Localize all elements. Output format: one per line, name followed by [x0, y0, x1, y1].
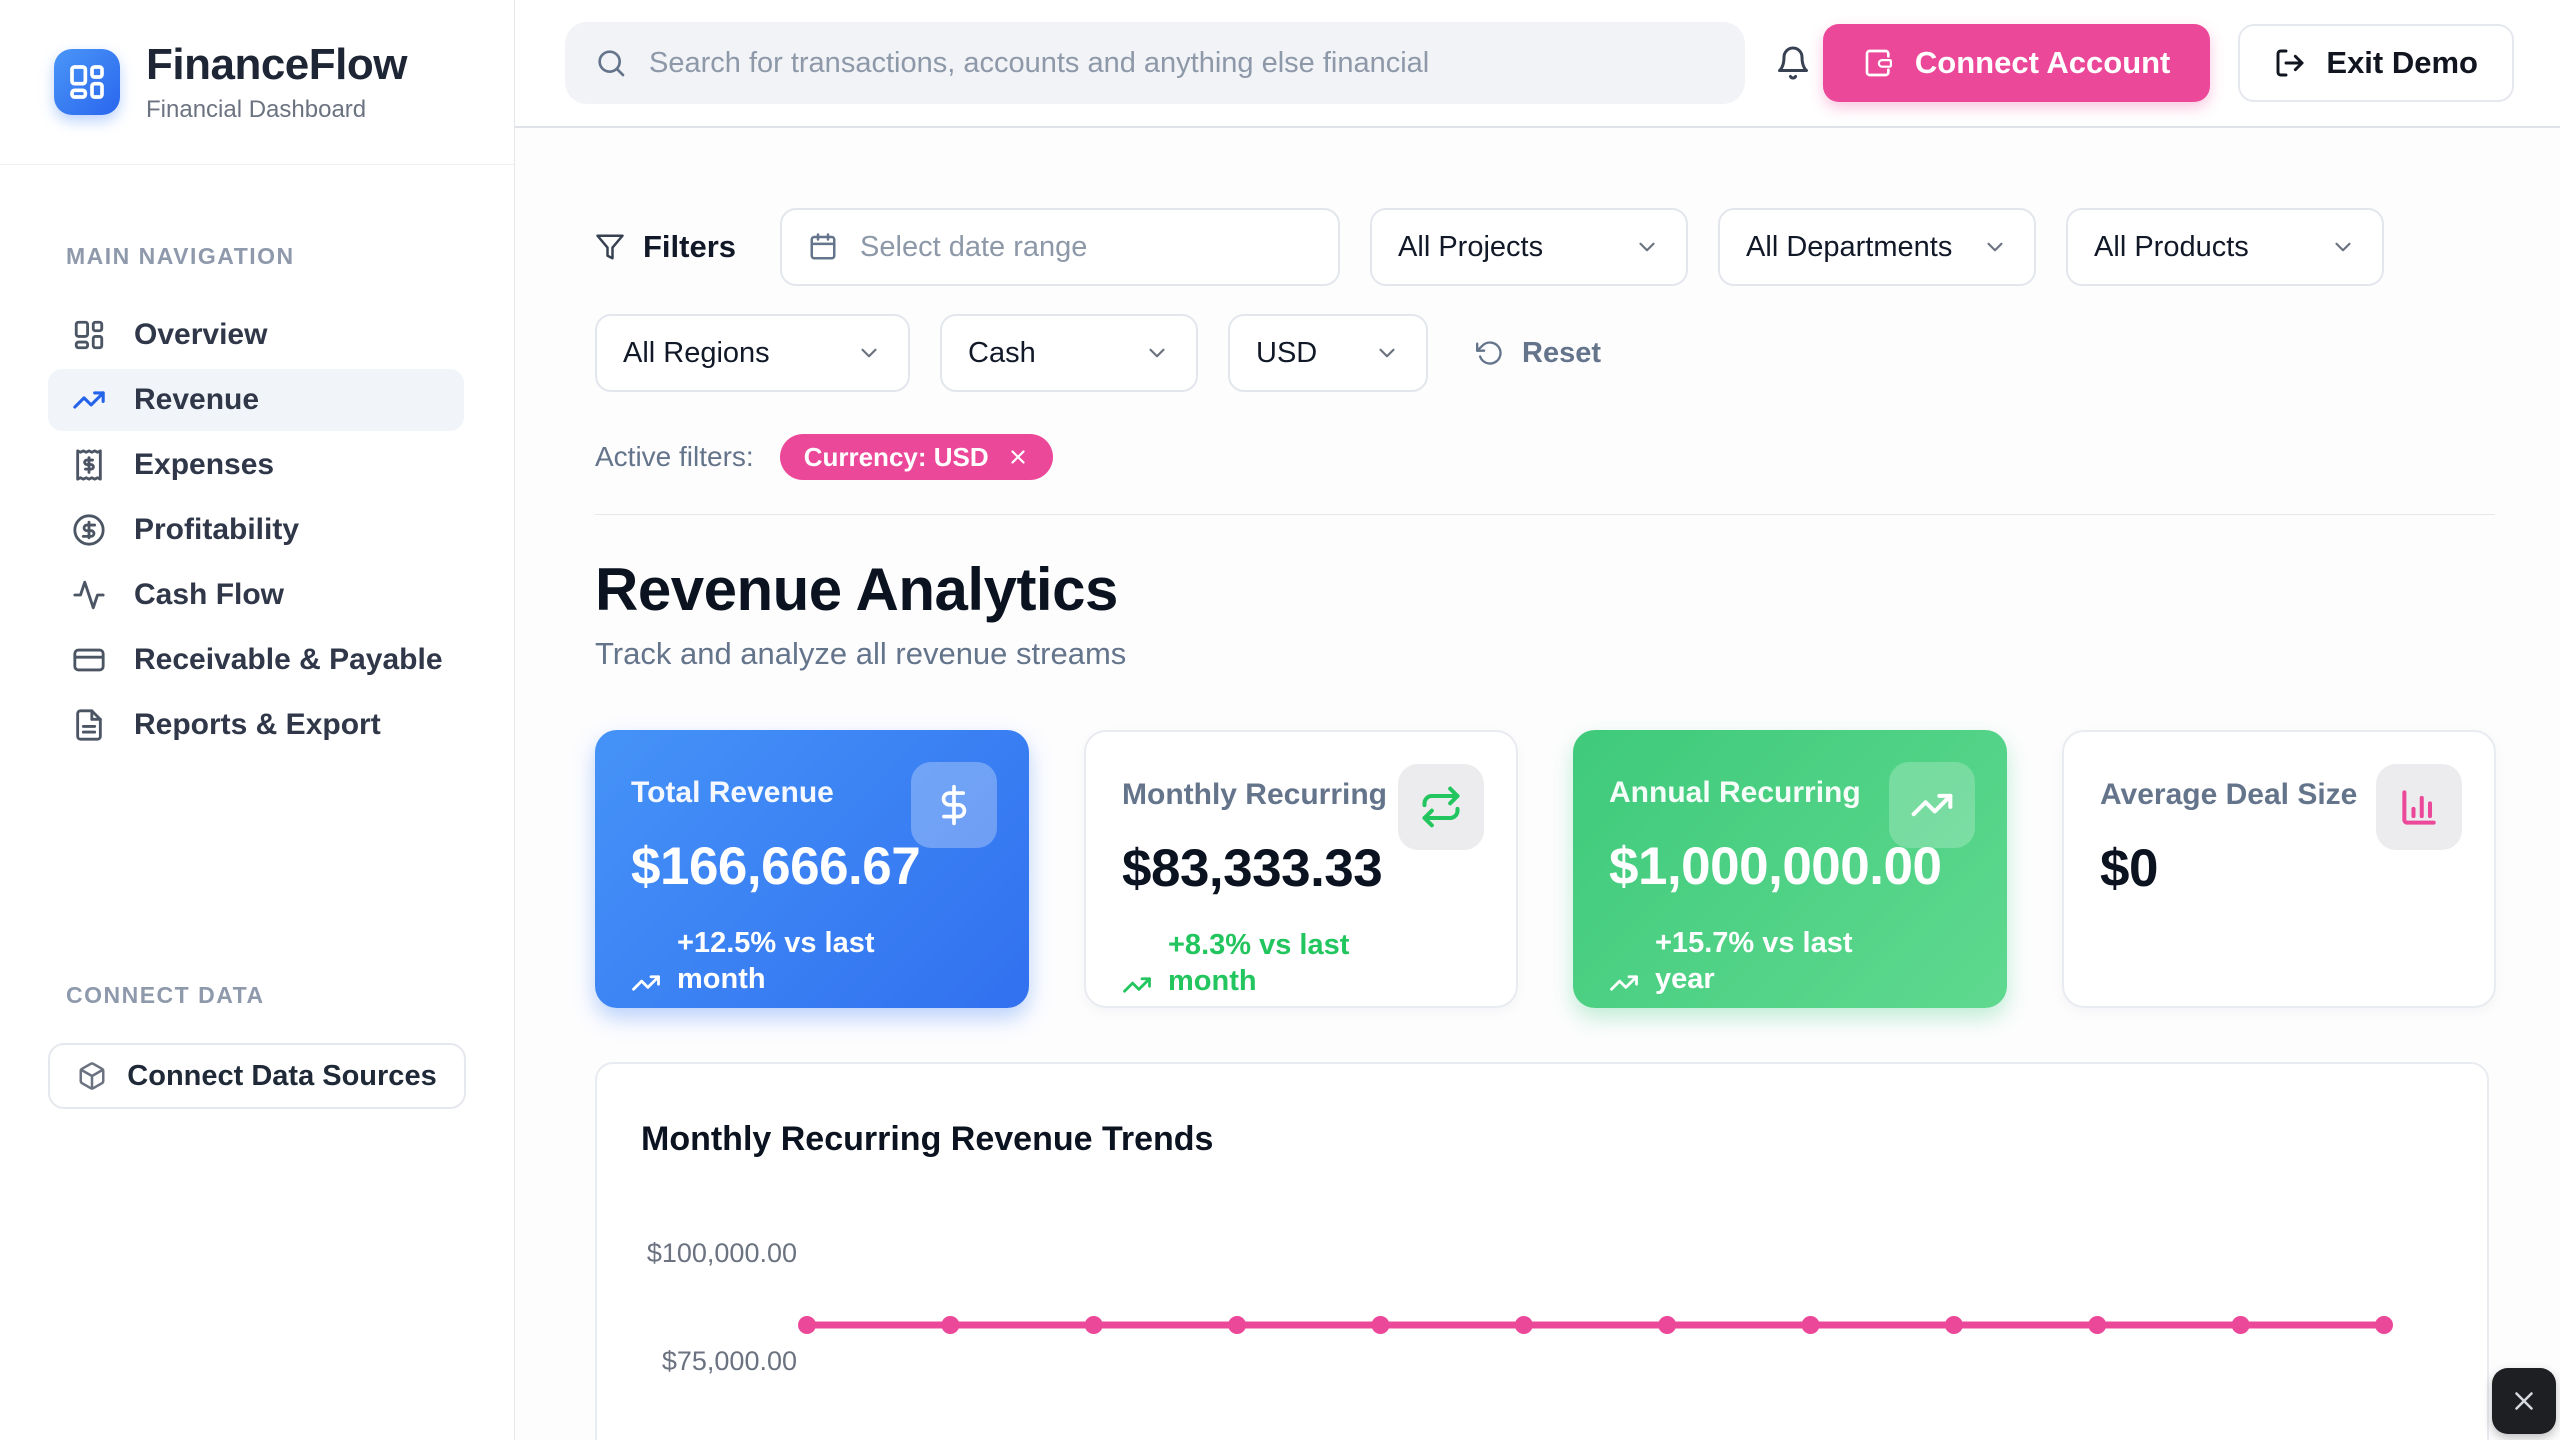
sidebar-item-cash-flow[interactable]: Cash Flow [48, 564, 464, 626]
chevron-down-icon [856, 340, 882, 366]
chevron-down-icon [2330, 234, 2356, 260]
date-range-field[interactable] [780, 208, 1341, 286]
dashboard-logo-icon [67, 62, 107, 102]
sidebar: FinanceFlow Financial Dashboard MAIN NAV… [0, 0, 515, 1440]
mrr-trends-chart-card: Monthly Recurring Revenue Trends $100,00… [595, 1062, 2489, 1440]
package-icon [77, 1061, 107, 1091]
currency-filter-chip[interactable]: Currency: USD [779, 434, 1053, 480]
credit-card-icon [72, 643, 106, 677]
sidebar-item-expenses[interactable]: Expenses [48, 434, 464, 496]
filters-label: Filters [595, 229, 736, 265]
page-title: Revenue Analytics [595, 556, 1118, 623]
date-range-input[interactable] [860, 230, 1313, 264]
nav-section-header: MAIN NAVIGATION [66, 243, 295, 269]
log-out-icon [2274, 47, 2306, 79]
sidebar-item-revenue[interactable]: Revenue [48, 369, 464, 431]
sidebar-item-receivable-payable[interactable]: Receivable & Payable [48, 629, 464, 691]
dollar-circle-icon [72, 513, 106, 547]
sidebar-item-profitability[interactable]: Profitability [48, 499, 464, 561]
wallet-icon [1863, 47, 1895, 79]
search-input[interactable] [649, 46, 1715, 80]
connect-account-button[interactable]: Connect Account [1822, 24, 2211, 102]
filter-funnel-icon [595, 232, 625, 262]
dollar-sign-icon [911, 762, 997, 848]
connect-section-header: CONNECT DATA [66, 982, 265, 1008]
trending-up-icon [72, 383, 106, 417]
section-divider [595, 514, 2495, 515]
trending-up-icon [1609, 968, 1639, 998]
file-text-icon [72, 708, 106, 742]
rotate-ccw-icon [1476, 339, 1504, 367]
kpi-card-monthly-recurring: Monthly Recurring $83,333.33 +8.3% vs la… [1084, 730, 1518, 1008]
receipt-icon [72, 448, 106, 482]
projects-select[interactable]: All Projects [1370, 208, 1689, 286]
sidebar-item-reports-export[interactable]: Reports & Export [48, 694, 464, 756]
kpi-card-average-deal-size: Average Deal Size $0 [2062, 730, 2496, 1008]
calendar-icon [808, 232, 838, 262]
topbar: Connect Account Exit Demo [515, 0, 2560, 128]
trending-up-icon [1889, 762, 1975, 848]
departments-select[interactable]: All Departments [1718, 208, 2037, 286]
connect-data-sources-button[interactable]: Connect Data Sources [48, 1043, 466, 1109]
reset-filters-button[interactable]: Reset [1476, 337, 1601, 370]
app-title: FinanceFlow [146, 40, 407, 89]
trending-up-icon [631, 968, 661, 998]
chevron-down-icon [1982, 234, 2008, 260]
svg-text:$100,000.00: $100,000.00 [647, 1238, 797, 1268]
kpi-card-total-revenue: Total Revenue $166,666.67 +12.5% vs last… [595, 730, 1029, 1008]
chevron-down-icon [1144, 340, 1170, 366]
currency-select[interactable]: USD [1228, 314, 1428, 392]
brand-header: FinanceFlow Financial Dashboard [0, 0, 514, 165]
bar-chart-icon [2376, 764, 2462, 850]
svg-text:$75,000.00: $75,000.00 [662, 1346, 797, 1376]
filter-row-2: All Regions Cash USD Reset [595, 314, 2560, 392]
connect-data-section: CONNECT DATA Connect Data Sources [0, 982, 514, 1109]
app-subtitle: Financial Dashboard [146, 96, 367, 123]
main-navigation: MAIN NAVIGATION Overview Revenue [0, 165, 514, 756]
search-icon [595, 47, 627, 79]
bell-icon [1775, 45, 1811, 81]
dashboard-icon [72, 318, 106, 352]
sidebar-item-overview[interactable]: Overview [48, 304, 464, 366]
kpi-cards-row: Total Revenue $166,666.67 +12.5% vs last… [595, 730, 2560, 1008]
page-subtitle: Track and analyze all revenue streams [595, 636, 1127, 671]
chevron-down-icon [1634, 234, 1660, 260]
close-icon [2509, 1386, 2539, 1416]
activity-icon [72, 578, 106, 612]
filter-row-1: Filters All Projects All Departments All… [595, 208, 2560, 286]
chart-title: Monthly Recurring Revenue Trends [641, 1120, 1214, 1158]
close-widget-button[interactable] [2492, 1368, 2556, 1434]
regions-select[interactable]: All Regions [595, 314, 910, 392]
repeat-icon [1398, 764, 1484, 850]
chevron-down-icon [1374, 340, 1400, 366]
main-content: Filters All Projects All Departments All… [515, 128, 2560, 1440]
mrr-line-chart: $100,000.00$75,000.00$50,000.00 [647, 1238, 2393, 1376]
notifications-button[interactable] [1775, 45, 1811, 81]
kpi-card-annual-recurring: Annual Recurring $1,000,000.00 +15.7% vs… [1573, 730, 2007, 1008]
active-filters-row: Active filters: Currency: USD [595, 434, 2560, 480]
active-filters-label: Active filters: [595, 441, 754, 472]
trending-up-icon [1122, 970, 1152, 1000]
products-select[interactable]: All Products [2066, 208, 2385, 286]
global-search[interactable] [565, 22, 1745, 104]
accounting-method-select[interactable]: Cash [940, 314, 1198, 392]
chip-remove-icon[interactable] [1007, 446, 1029, 468]
exit-demo-button[interactable]: Exit Demo [2238, 24, 2514, 102]
app-logo [54, 49, 120, 115]
